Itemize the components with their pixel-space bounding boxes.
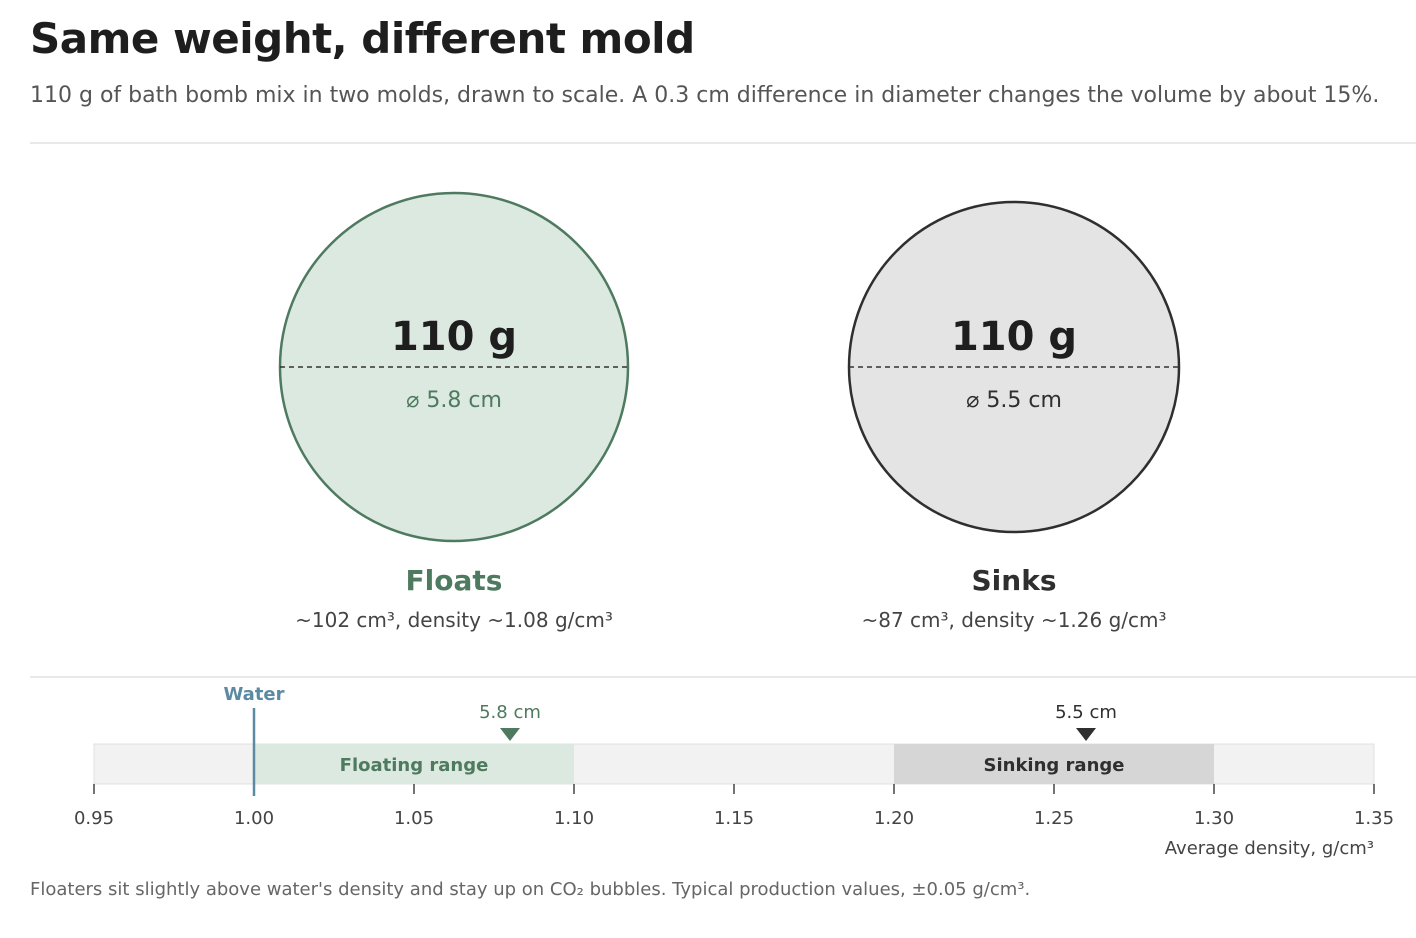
sinking-marker-label: 5.5 cm (1055, 702, 1117, 723)
sinking-range-band (894, 744, 1214, 784)
floating-diameter-label: ⌀ 5.8 cm (406, 388, 502, 413)
axis-tick-label: 1.25 (1034, 808, 1074, 829)
page-subtitle: 110 g of bath bomb mix in two molds, dra… (30, 83, 1380, 108)
floating-marker-label: 5.8 cm (479, 702, 541, 723)
axis-tick-label: 1.00 (234, 808, 274, 829)
axis-tick-label: 0.95 (74, 808, 114, 829)
sinking-outcome-label: Sinks (972, 564, 1057, 597)
axis-tick-label: 1.15 (714, 808, 754, 829)
floating-mass-label: 110 g (391, 314, 517, 360)
axis-label: Average density, g/cm³ (1165, 838, 1374, 859)
footnote: Floaters sit slightly above water's dens… (30, 879, 1031, 900)
axis-tick-label: 1.30 (1194, 808, 1234, 829)
axis-tick-label: 1.20 (874, 808, 914, 829)
floating-details: ~102 cm³, density ~1.08 g/cm³ (295, 608, 613, 632)
floating-outcome-label: Floats (406, 564, 503, 597)
sinking-details: ~87 cm³, density ~1.26 g/cm³ (861, 608, 1166, 632)
density-scale: Floating range Sinking range 0.95 1.00 1.05 1… (74, 684, 1394, 859)
water-reference-label: Water (223, 684, 284, 705)
sinking-diameter-label: ⌀ 5.5 cm (966, 388, 1062, 413)
axis-tick-label: 1.05 (394, 808, 434, 829)
page-title: Same weight, different mold (30, 14, 695, 63)
sinking-range-label: Sinking range (984, 755, 1125, 776)
sinking-marker-triangle (1076, 728, 1096, 741)
sinking-mold-group: 110 g ⌀ 5.5 cm Sinks ~87 cm³, density ~1… (847, 200, 1181, 632)
axis-tick-label: 1.10 (554, 808, 594, 829)
floating-range-band (254, 744, 574, 784)
sinking-mass-label: 110 g (951, 314, 1077, 360)
floating-marker-triangle (500, 728, 520, 741)
axis-tick-label: 1.35 (1354, 808, 1394, 829)
floating-range-label: Floating range (340, 755, 489, 776)
floating-mold-group: 110 g ⌀ 5.8 cm Floats ~102 cm³, density … (278, 191, 630, 632)
